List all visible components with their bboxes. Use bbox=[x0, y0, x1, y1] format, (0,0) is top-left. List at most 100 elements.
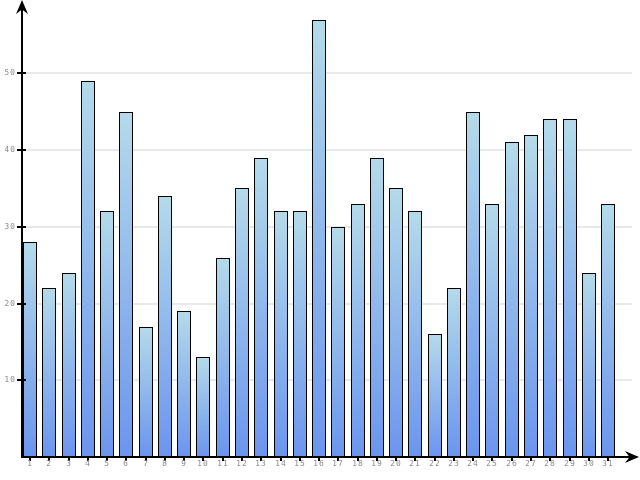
x-tick-mark bbox=[453, 458, 455, 461]
x-tick-label: 3 bbox=[66, 459, 72, 468]
x-tick-mark bbox=[106, 458, 108, 461]
y-tick-mark bbox=[17, 149, 26, 151]
bar-day-20 bbox=[389, 188, 403, 457]
x-tick-mark bbox=[357, 458, 359, 461]
x-tick-mark bbox=[164, 458, 166, 461]
bar-day-14 bbox=[274, 211, 288, 457]
bar-day-4 bbox=[81, 81, 95, 457]
bar-day-12 bbox=[235, 188, 249, 457]
x-tick-mark bbox=[202, 458, 204, 461]
gridline bbox=[23, 149, 632, 151]
y-tick-label: 30 bbox=[4, 222, 16, 231]
x-tick-mark bbox=[511, 458, 513, 461]
bar-day-16 bbox=[312, 20, 326, 457]
gridline bbox=[23, 379, 632, 381]
bar-day-11 bbox=[216, 258, 230, 457]
x-tick-mark bbox=[588, 458, 590, 461]
x-tick-mark bbox=[607, 458, 609, 461]
x-tick-label: 25 bbox=[486, 459, 498, 468]
x-tick-label: 15 bbox=[294, 459, 306, 468]
bar-day-15 bbox=[293, 211, 307, 457]
x-tick-label: 6 bbox=[123, 459, 129, 468]
x-tick-mark bbox=[414, 458, 416, 461]
x-tick-mark bbox=[472, 458, 474, 461]
y-tick-mark bbox=[17, 72, 26, 74]
x-tick-mark bbox=[48, 458, 50, 461]
bar-day-17 bbox=[331, 227, 345, 457]
x-tick-label: 27 bbox=[525, 459, 537, 468]
bar-day-6 bbox=[119, 112, 133, 457]
x-tick-label: 5 bbox=[104, 459, 110, 468]
x-axis bbox=[21, 456, 632, 458]
x-tick-label: 21 bbox=[409, 459, 421, 468]
bar-day-21 bbox=[408, 211, 422, 457]
bar-day-5 bbox=[100, 211, 114, 457]
x-tick-mark bbox=[222, 458, 224, 461]
x-tick-mark bbox=[183, 458, 185, 461]
bar-day-18 bbox=[351, 204, 365, 457]
bar-day-8 bbox=[158, 196, 172, 457]
bar-day-28 bbox=[543, 119, 557, 457]
x-tick-mark bbox=[337, 458, 339, 461]
y-tick-mark bbox=[17, 226, 26, 228]
x-axis-arrow-icon bbox=[625, 451, 639, 463]
x-tick-mark bbox=[376, 458, 378, 461]
x-tick-label: 13 bbox=[255, 459, 267, 468]
x-tick-mark bbox=[280, 458, 282, 461]
x-tick-label: 24 bbox=[467, 459, 479, 468]
gridline bbox=[23, 226, 632, 228]
y-tick-mark bbox=[17, 303, 26, 305]
bar-day-25 bbox=[485, 204, 499, 457]
y-axis-arrow-icon bbox=[16, 0, 28, 14]
bar-day-29 bbox=[563, 119, 577, 457]
x-tick-label: 18 bbox=[352, 459, 364, 468]
x-tick-mark bbox=[125, 458, 127, 461]
bar-day-9 bbox=[177, 311, 191, 457]
x-tick-mark bbox=[145, 458, 147, 461]
x-tick-mark bbox=[87, 458, 89, 461]
x-tick-label: 23 bbox=[448, 459, 460, 468]
x-tick-label: 16 bbox=[313, 459, 325, 468]
x-tick-mark bbox=[434, 458, 436, 461]
x-tick-label: 1 bbox=[27, 459, 33, 468]
y-tick-mark bbox=[17, 379, 26, 381]
gridline bbox=[23, 72, 632, 74]
bar-day-19 bbox=[370, 158, 384, 457]
x-tick-mark bbox=[68, 458, 70, 461]
x-tick-label: 10 bbox=[197, 459, 209, 468]
x-tick-mark bbox=[299, 458, 301, 461]
x-tick-label: 7 bbox=[143, 459, 149, 468]
bar-day-24 bbox=[466, 112, 480, 457]
x-tick-label: 4 bbox=[85, 459, 91, 468]
x-tick-label: 12 bbox=[236, 459, 248, 468]
x-tick-label: 8 bbox=[162, 459, 168, 468]
bar-day-10 bbox=[196, 357, 210, 457]
y-axis bbox=[21, 6, 23, 458]
x-tick-label: 17 bbox=[332, 459, 344, 468]
bar-day-2 bbox=[42, 288, 56, 457]
x-tick-mark bbox=[318, 458, 320, 461]
x-tick-label: 9 bbox=[181, 459, 187, 468]
x-tick-mark bbox=[260, 458, 262, 461]
x-tick-mark bbox=[530, 458, 532, 461]
bar-day-30 bbox=[582, 273, 596, 457]
x-tick-label: 26 bbox=[506, 459, 518, 468]
y-tick-label: 10 bbox=[4, 375, 16, 384]
bar-day-13 bbox=[254, 158, 268, 457]
x-tick-mark bbox=[491, 458, 493, 461]
y-tick-label: 20 bbox=[4, 299, 16, 308]
x-tick-mark bbox=[29, 458, 31, 461]
bar-day-7 bbox=[139, 327, 153, 457]
bar-day-22 bbox=[428, 334, 442, 457]
x-tick-label: 31 bbox=[602, 459, 614, 468]
x-tick-label: 30 bbox=[583, 459, 595, 468]
bar-day-3 bbox=[62, 273, 76, 457]
x-tick-mark bbox=[395, 458, 397, 461]
x-tick-label: 29 bbox=[564, 459, 576, 468]
x-tick-label: 20 bbox=[390, 459, 402, 468]
x-tick-label: 28 bbox=[544, 459, 556, 468]
x-tick-mark bbox=[241, 458, 243, 461]
gridline bbox=[23, 303, 632, 305]
x-tick-label: 22 bbox=[429, 459, 441, 468]
